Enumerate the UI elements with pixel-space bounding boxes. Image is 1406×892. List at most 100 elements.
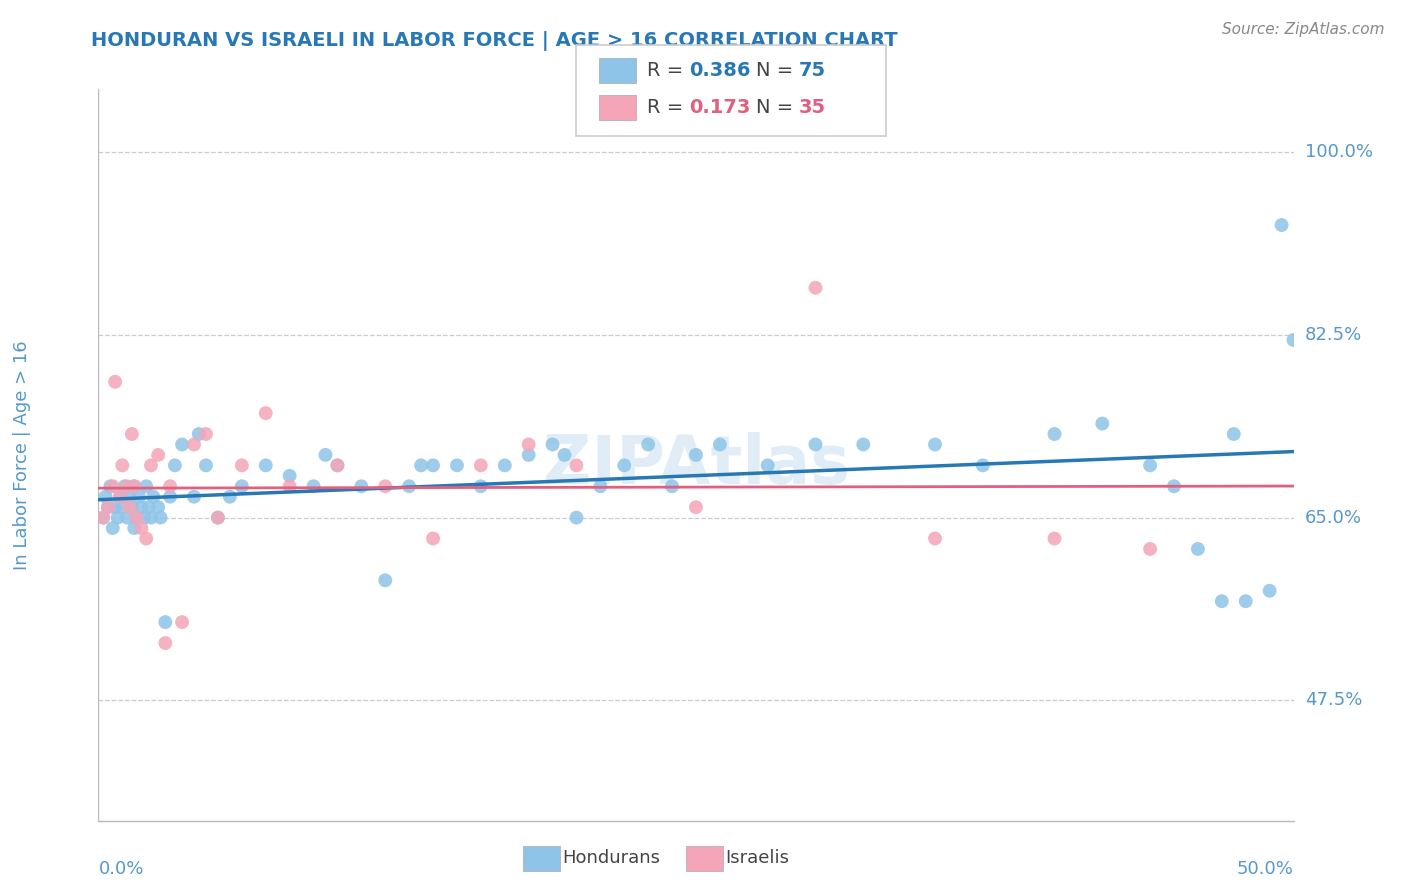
Point [278,468,301,483]
Text: 47.5%: 47.5% [1305,691,1362,709]
Point [1091,417,1114,431]
Point [374,479,396,493]
Point [278,479,301,493]
Point [111,500,134,515]
Point [101,479,124,493]
Point [1211,594,1233,608]
Point [315,448,337,462]
Point [98,479,122,493]
Point [972,458,994,473]
Point [183,437,205,451]
Point [195,427,218,442]
Text: In Labor Force | Age > 16: In Labor Force | Age > 16 [13,340,31,570]
Point [101,521,124,535]
Text: R =: R = [647,61,689,80]
Point [124,521,146,535]
Point [1234,594,1257,608]
Point [148,500,170,515]
Point [104,375,127,389]
Point [114,479,136,493]
Point [565,510,588,524]
Text: 35: 35 [799,98,825,118]
Text: 0.173: 0.173 [689,98,751,118]
Point [172,615,194,629]
Point [108,490,131,504]
Point [1043,427,1066,442]
Text: 0.386: 0.386 [689,61,751,80]
Text: HONDURAN VS ISRAELI IN LABOR FORCE | AGE > 16 CORRELATION CHART: HONDURAN VS ISRAELI IN LABOR FORCE | AGE… [91,31,898,51]
Point [302,479,325,493]
Point [326,458,349,473]
Point [124,479,146,493]
Point [111,458,134,473]
Text: 82.5%: 82.5% [1305,326,1362,343]
Text: N =: N = [756,98,800,118]
Point [446,458,468,473]
Point [139,510,162,524]
Text: R =: R = [647,98,689,118]
Point [131,500,153,515]
Point [207,510,229,524]
Point [411,458,433,473]
Point [125,510,148,524]
Point [139,458,162,473]
Point [470,458,492,473]
Point [517,448,540,462]
Point [852,437,875,451]
Point [1139,458,1161,473]
Point [231,479,253,493]
Point [183,490,205,504]
Point [159,490,181,504]
Point [91,510,114,524]
Text: 0.0%: 0.0% [98,860,143,878]
Point [756,458,779,473]
Point [121,500,143,515]
Point [172,437,194,451]
Point [541,437,564,451]
Point [374,574,396,588]
Point [104,500,127,515]
Point [207,510,229,524]
Point [142,490,165,504]
Point [132,510,155,524]
Point [1223,427,1246,442]
Point [350,479,373,493]
Point [1282,333,1305,347]
Point [231,458,253,473]
Point [125,510,148,524]
Point [685,448,707,462]
Point [804,437,827,451]
Point [589,479,612,493]
Point [422,458,444,473]
Point [155,615,177,629]
Point [135,532,157,546]
Point [398,479,420,493]
Text: Israelis: Israelis [725,849,790,867]
Point [804,281,827,295]
Point [163,458,186,473]
Point [97,500,120,515]
Point [613,458,636,473]
Text: N =: N = [756,61,800,80]
Point [1271,218,1294,232]
Point [924,532,946,546]
Point [254,458,277,473]
Point [565,458,588,473]
Point [637,437,659,451]
Text: ZIPAtlas: ZIPAtlas [543,433,849,499]
Point [124,479,146,493]
Point [254,406,277,420]
Text: 100.0%: 100.0% [1305,143,1372,161]
Point [138,500,160,515]
Point [195,458,218,473]
Point [924,437,946,451]
Text: Hondurans: Hondurans [562,849,661,867]
Point [118,490,141,504]
Point [1187,541,1209,556]
Text: 75: 75 [799,61,825,80]
Point [128,490,150,504]
Point [422,532,444,546]
Point [661,479,683,493]
Point [1139,541,1161,556]
Point [107,510,129,524]
